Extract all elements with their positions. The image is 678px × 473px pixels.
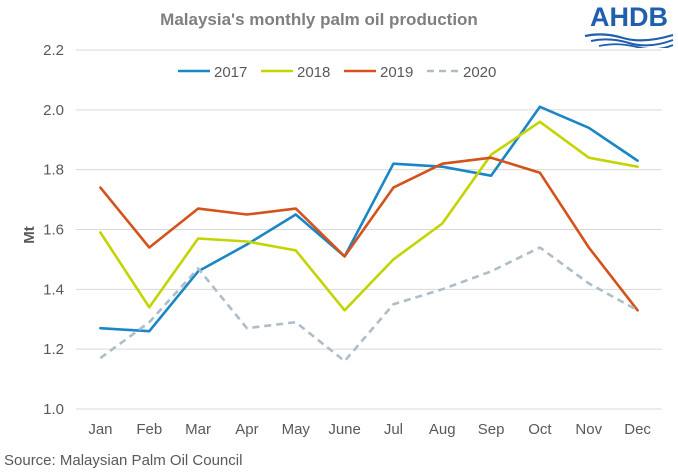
y-axis-title: Mt <box>21 226 38 244</box>
source-note: Source: Malaysian Palm Oil Council <box>4 452 243 469</box>
chart-title: Malaysia's monthly palm oil production <box>160 10 478 29</box>
y-tick-label: 1.4 <box>43 281 64 298</box>
x-tick-label: Feb <box>136 421 162 438</box>
y-tick-label: 1.0 <box>43 401 64 418</box>
series-line-2019 <box>99 156 639 312</box>
x-tick-label: Sep <box>478 421 505 438</box>
x-tick-label: Nov <box>575 421 602 438</box>
logo-text: AHDB <box>590 2 668 32</box>
x-tick-label: Apr <box>235 421 258 438</box>
x-tick-label: Jan <box>88 421 112 438</box>
series-line-2018 <box>99 120 639 312</box>
x-tick-label: May <box>282 421 311 438</box>
x-tick-label: June <box>328 421 361 438</box>
legend-label-2017: 2017 <box>214 64 247 81</box>
x-tick-label: Dec <box>624 421 651 438</box>
series-line-2020 <box>99 246 639 363</box>
series-lines <box>99 105 639 363</box>
legend-label-2018: 2018 <box>297 64 330 81</box>
x-tick-label: Mar <box>185 421 211 438</box>
y-tick-label: 1.2 <box>43 341 64 358</box>
y-tick-label: 2.0 <box>43 102 64 119</box>
legend-label-2019: 2019 <box>380 64 413 81</box>
legend-label-2020: 2020 <box>463 64 496 81</box>
gridlines <box>76 49 662 410</box>
y-tick-label: 1.8 <box>43 162 64 179</box>
x-tick-label: Jul <box>384 421 403 438</box>
ahdb-logo: AHDB <box>583 2 675 50</box>
series-line-2017 <box>99 105 639 333</box>
y-tick-label: 2.2 <box>43 42 64 59</box>
y-tick-label: 1.6 <box>43 222 64 239</box>
legend: 2017 2018 2019 2020 <box>178 64 496 81</box>
x-axis-ticks: Jan Feb Mar Apr May June Jul Aug Sep Oct Nov Dec <box>88 421 651 438</box>
y-axis-ticks: 1.0 1.2 1.4 1.6 1.8 2.0 2.2 <box>43 42 64 418</box>
logo-waves-icon <box>584 33 674 48</box>
x-tick-label: Aug <box>429 421 456 438</box>
x-tick-label: Oct <box>528 421 552 438</box>
